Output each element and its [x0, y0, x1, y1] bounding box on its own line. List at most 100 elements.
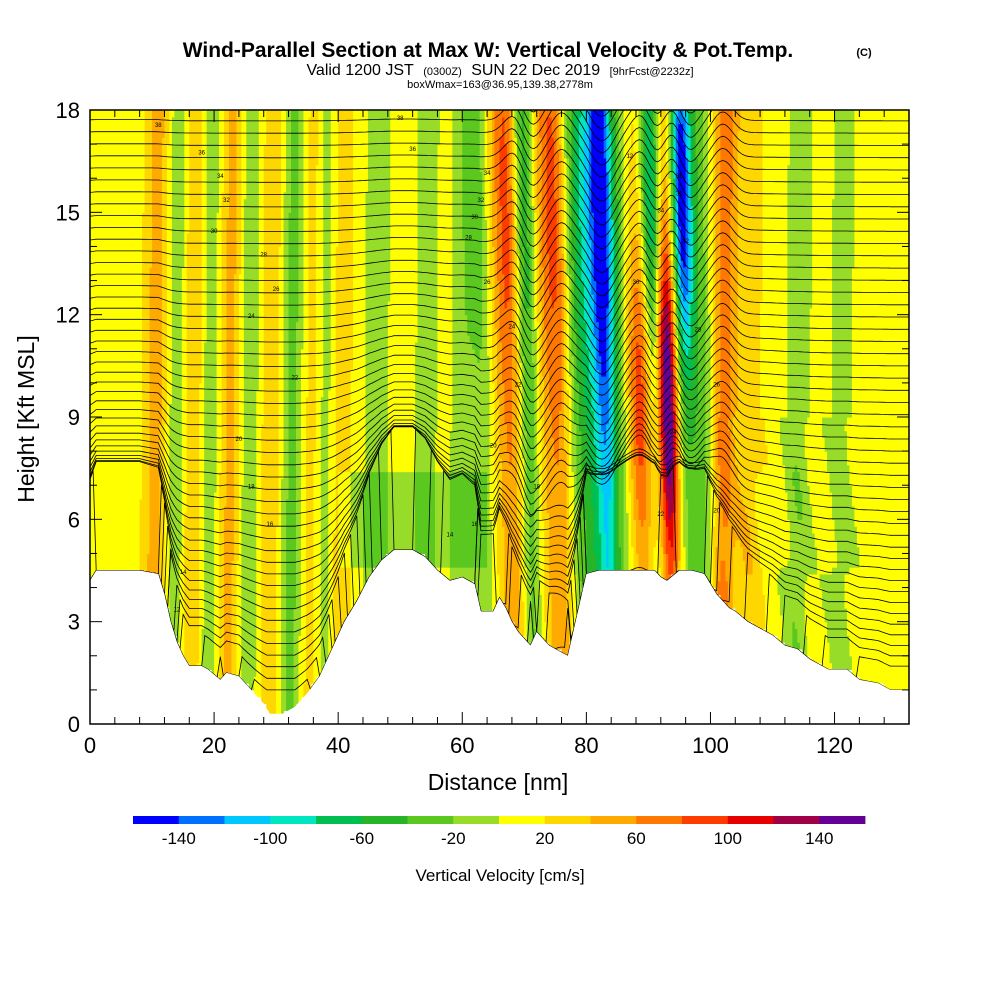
velocity-cell: [142, 376, 146, 384]
velocity-cell: [94, 471, 99, 479]
velocity-cell: [144, 560, 148, 568]
velocity-cell: [132, 321, 136, 329]
velocity-cell: [107, 355, 111, 364]
velocity-cell: [142, 307, 146, 316]
velocity-cell: [112, 328, 116, 336]
velocity-cell: [137, 253, 141, 261]
velocity-cell: [127, 144, 131, 152]
velocity-cell: [102, 225, 106, 234]
velocity-cell: [142, 219, 146, 227]
velocity-cell: [117, 492, 121, 500]
velocity-cell: [124, 294, 128, 302]
velocity-cell: [122, 512, 126, 520]
velocity-cell: [114, 253, 118, 261]
velocity-cell: [139, 157, 143, 166]
velocity-cell: [99, 369, 104, 377]
velocity-cell: [90, 253, 94, 261]
velocity-cell: [104, 403, 108, 411]
velocity-cell: [117, 219, 121, 227]
velocity-cell: [124, 198, 128, 207]
velocity-cell: [134, 526, 138, 534]
velocity-cell: [142, 553, 146, 561]
velocity-cell: [139, 335, 143, 343]
velocity-cell: [119, 526, 123, 534]
velocity-cell: [134, 260, 138, 268]
velocity-cell: [114, 519, 118, 527]
velocity-cell: [134, 198, 138, 207]
velocity-cell: [94, 437, 99, 445]
velocity-cell: [139, 417, 143, 425]
velocity-cell: [90, 225, 94, 234]
velocity-cell: [97, 355, 101, 364]
velocity-cell: [129, 171, 133, 179]
velocity-cell: [132, 239, 136, 248]
velocity-cell: [129, 116, 133, 125]
velocity-cell: [117, 355, 121, 364]
velocity-cell: [90, 171, 94, 179]
velocity-cell: [124, 471, 128, 479]
velocity-cell: [104, 451, 108, 459]
velocity-cell: [97, 232, 101, 241]
velocity-cell: [107, 492, 111, 500]
velocity-cell: [127, 110, 131, 118]
velocity-cell: [97, 171, 101, 179]
velocity-cell: [127, 150, 131, 159]
velocity-cell: [112, 171, 116, 179]
velocity-cell: [104, 212, 108, 220]
velocity-cell: [119, 430, 123, 439]
velocity-cell: [102, 341, 106, 350]
velocity-cell: [97, 212, 101, 220]
velocity-cell: [142, 389, 146, 398]
velocity-cell: [99, 239, 104, 248]
velocity-cell: [112, 137, 116, 145]
velocity-cell: [122, 532, 126, 541]
velocity-cell: [94, 198, 99, 207]
velocity-cell: [107, 130, 111, 138]
velocity-cell: [134, 185, 138, 193]
velocity-cell: [112, 219, 116, 227]
velocity-cell: [142, 314, 146, 323]
velocity-cell: [134, 348, 138, 357]
velocity-cell: [94, 123, 99, 132]
velocity-cell: [97, 225, 101, 234]
velocity-cell: [112, 225, 116, 234]
velocity-cell: [94, 341, 99, 350]
velocity-cell: [90, 301, 94, 309]
velocity-cell: [132, 335, 136, 343]
velocity-cell: [132, 130, 136, 138]
velocity-cell: [92, 560, 96, 568]
velocity-cell: [99, 144, 104, 152]
velocity-cell: [114, 403, 118, 411]
velocity-cell: [122, 191, 126, 200]
velocity-cell: [117, 532, 121, 541]
velocity-cell: [99, 273, 104, 282]
velocity-cell: [102, 335, 106, 343]
velocity-cell: [109, 444, 113, 452]
velocity-cell: [107, 294, 111, 302]
velocity-cell: [94, 478, 99, 486]
velocity-cell: [90, 239, 94, 248]
velocity-cell: [117, 437, 121, 445]
velocity-cell: [112, 321, 116, 329]
velocity-cell: [90, 280, 94, 288]
velocity-cell: [109, 546, 113, 555]
velocity-cell: [99, 301, 104, 309]
velocity-cell: [94, 546, 99, 555]
velocity-cell: [102, 464, 106, 473]
velocity-cell: [139, 369, 143, 377]
velocity-cell: [109, 198, 113, 207]
velocity-cell: [97, 185, 101, 193]
velocity-cell: [137, 362, 141, 370]
velocity-cell: [142, 178, 146, 186]
velocity-cell: [132, 253, 136, 261]
velocity-cell: [127, 341, 131, 350]
velocity-cell: [124, 369, 128, 377]
velocity-cell: [92, 144, 96, 152]
velocity-cell: [92, 532, 96, 541]
velocity-cell: [114, 328, 118, 336]
velocity-cell: [109, 396, 113, 404]
velocity-cell: [134, 464, 138, 473]
velocity-cell: [129, 198, 133, 207]
velocity-cell: [129, 396, 133, 404]
velocity-cell: [124, 335, 128, 343]
